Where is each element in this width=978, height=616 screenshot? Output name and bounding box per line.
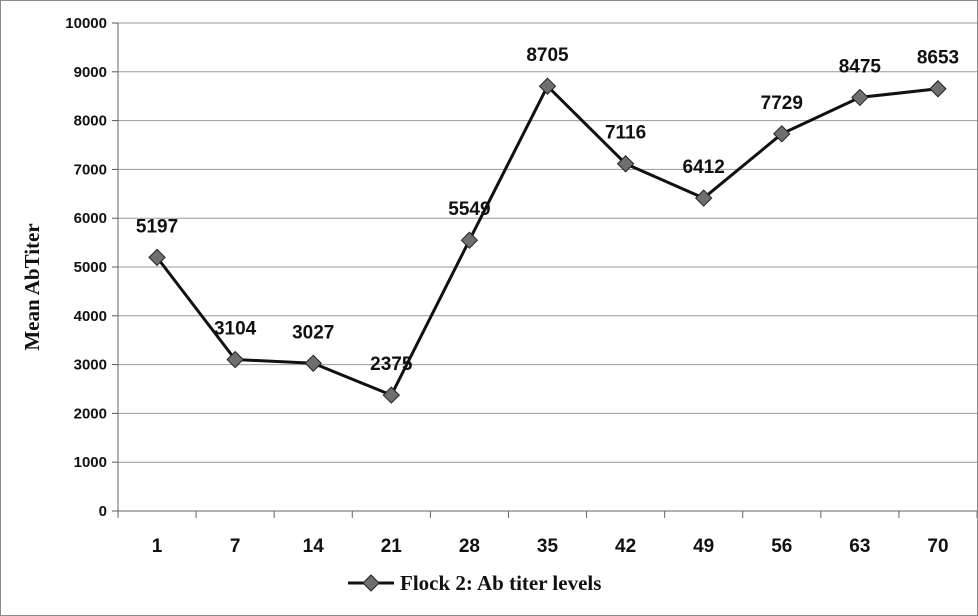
data-label: 8705 <box>526 45 569 66</box>
legend-label: Flock 2: Ab titer levels <box>400 571 601 595</box>
x-tick-label: 42 <box>615 536 636 557</box>
x-tick-label: 21 <box>381 536 403 557</box>
data-label: 2375 <box>370 354 413 375</box>
data-point-marker <box>929 80 947 98</box>
y-tick-label: 9000 <box>74 64 107 81</box>
x-tick-label: 49 <box>693 536 714 557</box>
x-tick-label: 1 <box>152 536 163 557</box>
x-tick-label: 63 <box>849 536 870 557</box>
data-point-marker <box>148 248 166 267</box>
x-tick-label: 70 <box>927 536 948 557</box>
grid-lines <box>118 22 977 463</box>
data-point-marker <box>538 77 557 95</box>
y-tick-label: 4000 <box>74 308 107 325</box>
data-label: 8653 <box>917 48 959 69</box>
y-tick-label: 10000 <box>65 15 107 32</box>
data-point-marker <box>851 88 869 107</box>
series-line <box>155 84 939 397</box>
series-markers <box>148 77 947 404</box>
data-label: 7116 <box>605 123 646 144</box>
data-point-marker <box>773 125 791 143</box>
data-label: 3027 <box>292 322 334 343</box>
data-point-marker <box>382 386 401 404</box>
data-point-marker <box>460 231 479 249</box>
y-tick-label: 8000 <box>74 113 107 130</box>
x-tick-label: 28 <box>459 536 480 557</box>
data-label: 6412 <box>683 157 725 178</box>
y-tick-label: 7000 <box>74 161 107 178</box>
x-tick-label: 35 <box>537 536 559 557</box>
y-tick-label: 1000 <box>74 454 107 471</box>
y-tick-label: 3000 <box>74 357 107 374</box>
x-tick-label: 14 <box>303 536 325 557</box>
data-labels: 5197 3104 3027 2375 5549 8705 7116 6412 7729 8475… <box>136 45 959 375</box>
data-point-marker <box>304 354 322 372</box>
data-label: 5549 <box>448 199 490 220</box>
data-label: 5197 <box>136 216 178 237</box>
y-axis-title: Mean AbTiter <box>20 223 44 350</box>
y-tick-label: 6000 <box>74 210 107 227</box>
legend-marker-icon <box>362 574 380 592</box>
x-tick-label: 7 <box>230 536 241 557</box>
data-label: 8475 <box>839 56 882 77</box>
data-point-marker <box>616 155 635 173</box>
data-point-marker <box>226 350 244 369</box>
data-point-marker <box>694 189 713 207</box>
data-label: 3104 <box>214 319 257 340</box>
legend: Flock 2: Ab titer levels <box>348 571 601 595</box>
data-label: 7729 <box>761 93 803 114</box>
x-tick-labels: 1 7 14 21 28 35 42 49 56 63 70 <box>152 536 949 557</box>
x-tick-label: 56 <box>771 536 792 557</box>
series-line-layer <box>155 84 939 397</box>
y-tick-label: 0 <box>99 503 107 520</box>
y-tick-label: 2000 <box>74 405 107 422</box>
y-tick-labels: 0 1000 2000 3000 4000 5000 6000 7000 8000 9000 100… <box>65 15 107 520</box>
axes <box>112 22 977 518</box>
y-tick-label: 5000 <box>74 259 107 276</box>
